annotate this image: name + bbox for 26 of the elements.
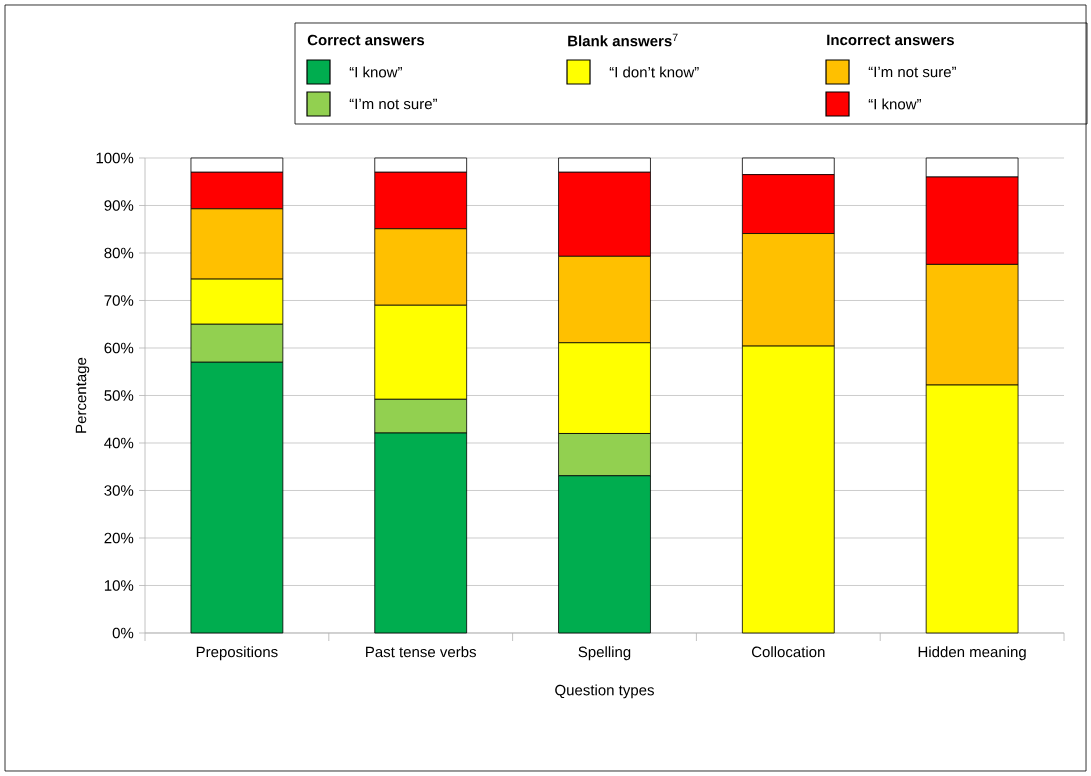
x-tick-label: Hidden meaning — [918, 646, 1026, 661]
x-tick-label: Spelling — [578, 646, 631, 661]
y-tick-label: 100% — [96, 152, 134, 164]
legend-label: “I know” — [868, 98, 921, 110]
x-axis-title: Question types — [555, 684, 654, 699]
legend-label: “I don’t know” — [609, 66, 699, 78]
y-tick-label: 30% — [104, 485, 134, 496]
y-tick-label: 20% — [104, 532, 134, 544]
y-axis-title: Percentage — [75, 357, 90, 433]
legend-label: “I know” — [349, 66, 402, 78]
y-tick-label: 10% — [104, 580, 134, 591]
y-tick-label: 50% — [104, 390, 134, 401]
y-tick-label: 0% — [112, 627, 134, 639]
text: Correct answers — [307, 34, 425, 46]
y-tick-label: 60% — [104, 342, 134, 354]
legend-label: “I’m not sure” — [868, 66, 956, 78]
x-tick-label: Collocation — [751, 646, 825, 658]
y-tick-label: 40% — [104, 437, 134, 449]
text: Incorrect answers — [827, 34, 954, 46]
text: Blank answers$^{7}$ — [568, 33, 678, 47]
y-tick-label: 80% — [104, 247, 134, 259]
x-tick-label: Prepositions — [196, 646, 278, 661]
x-tick-label: Past tense verbs — [366, 646, 476, 658]
y-tick-label: 90% — [104, 200, 134, 211]
legend-label: “I’m not sure” — [349, 98, 437, 110]
y-tick-label: 70% — [104, 295, 134, 306]
